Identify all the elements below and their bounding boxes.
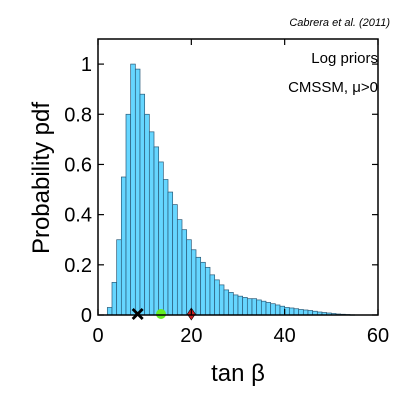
histogram-bar <box>111 282 118 316</box>
x-tick-label: 0 <box>92 325 103 347</box>
histogram-bar <box>260 300 267 316</box>
histogram-bar <box>176 219 183 316</box>
histogram-bar <box>158 161 164 316</box>
x-axis-title: tan β <box>211 360 265 387</box>
histogram-bar <box>298 309 304 316</box>
histogram-bar <box>242 297 248 316</box>
histogram-bar <box>256 299 262 316</box>
histogram-bar <box>232 294 239 316</box>
y-tick-label: 0.2 <box>64 255 92 277</box>
histogram-bar <box>195 256 202 316</box>
histogram-bar <box>218 284 225 316</box>
histogram-bar <box>200 261 206 316</box>
x-tick-label: 40 <box>274 325 296 347</box>
histogram-bar <box>172 204 178 316</box>
histogram-bar <box>223 289 230 316</box>
histogram-bar <box>148 131 155 316</box>
y-tick-label: 0.6 <box>64 154 92 176</box>
histogram-bar <box>302 309 309 316</box>
histogram-bar <box>120 176 127 316</box>
histogram-bar <box>144 113 150 316</box>
credit-text: Cabrera et al. (2011) <box>289 17 390 29</box>
best-fit-cross-marker <box>131 308 144 320</box>
histogram-bar <box>204 266 211 316</box>
y-tick-label: 1 <box>81 54 92 76</box>
histogram-bar <box>274 304 281 316</box>
mean-circle-marker <box>156 309 166 319</box>
histogram-bar <box>251 298 258 316</box>
histogram-bar <box>186 239 192 316</box>
bars-group <box>106 63 356 316</box>
histogram-bar <box>288 307 295 316</box>
histogram-bar <box>237 295 244 316</box>
histogram-bar <box>139 93 146 316</box>
histogram-bar <box>106 307 113 316</box>
annotation-priors: Log priors <box>311 50 378 67</box>
histogram-bar <box>209 274 216 316</box>
histogram-bar <box>153 146 160 316</box>
histogram-bar <box>265 302 272 316</box>
histogram-bar <box>246 298 253 316</box>
y-axis-title: Probability pdf <box>28 102 55 254</box>
histogram-bar <box>125 113 132 316</box>
histogram-bar <box>162 179 169 316</box>
histogram-bar <box>279 305 286 316</box>
histogram-bar <box>130 63 136 316</box>
histogram-bar <box>293 308 300 316</box>
annotation-model: CMSSM, μ>0 <box>288 79 378 96</box>
histogram-bar <box>228 292 234 316</box>
histogram-bar <box>284 307 290 316</box>
y-axis-ticks: 0 0.2 0.4 0.6 0.8 1 <box>64 54 378 327</box>
histogram-bar <box>270 303 276 316</box>
histogram-bar <box>116 239 122 316</box>
x-tick-label: 20 <box>180 325 202 347</box>
histogram-bar <box>190 249 197 316</box>
histogram-bar <box>167 191 174 316</box>
y-tick-label: 0 <box>81 305 92 327</box>
histogram-bar <box>214 279 220 316</box>
histogram-bar <box>181 229 188 316</box>
y-tick-label: 0.4 <box>64 205 92 227</box>
y-tick-label: 0.8 <box>64 104 92 126</box>
x-axis-ticks: 0 20 40 60 <box>92 39 389 347</box>
x-tick-label: 60 <box>367 325 389 347</box>
histogram-bar <box>134 68 141 316</box>
plot-frame <box>97 38 379 316</box>
